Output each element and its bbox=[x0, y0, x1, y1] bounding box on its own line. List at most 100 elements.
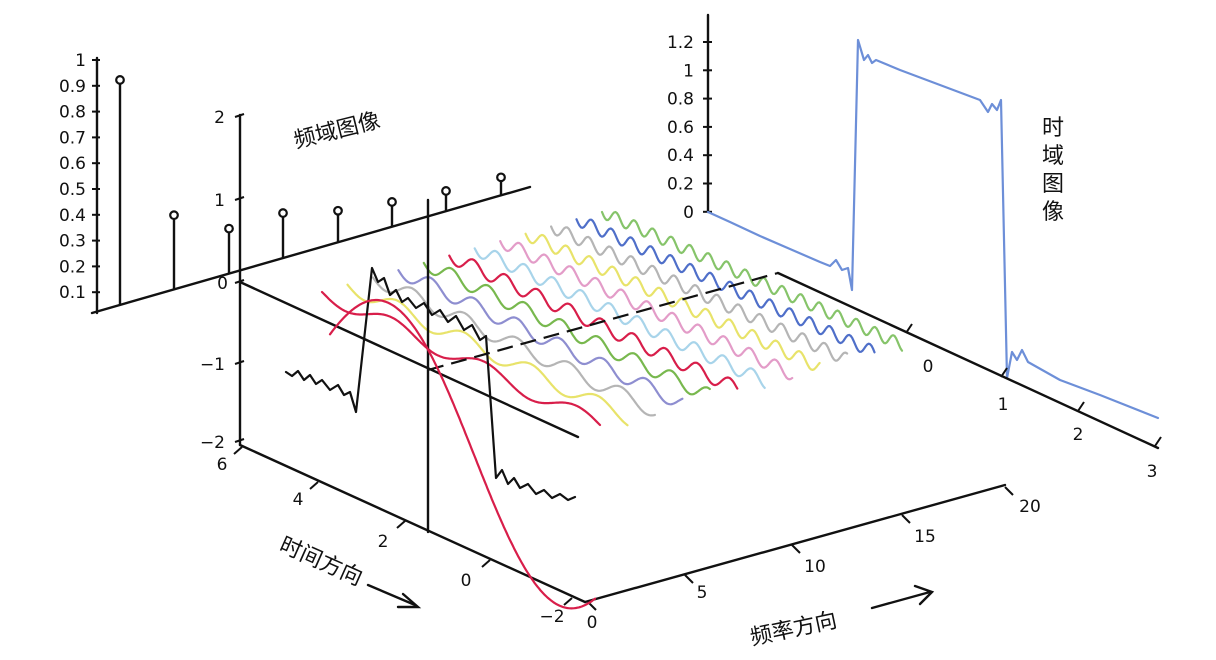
time-domain-square-wave bbox=[706, 38, 1160, 420]
amplitude-axis: 2 1 0 −1 −2 bbox=[200, 108, 245, 453]
left-tick-label: 0.1 bbox=[59, 283, 86, 303]
time-direction-label: 时间方向 bbox=[276, 533, 367, 592]
amplitude-tick-mark bbox=[234, 438, 245, 443]
time-image-char-1: 时 bbox=[1042, 116, 1064, 141]
time-tick-label: 2 bbox=[378, 532, 389, 552]
frequency-tick-mark bbox=[1004, 486, 1014, 496]
harmonic-sine-wave bbox=[524, 232, 821, 371]
zero-time-line bbox=[238, 280, 580, 439]
square-wave-approx bbox=[284, 266, 577, 502]
left-tick-label: 0.8 bbox=[59, 103, 86, 123]
depth-tick-label: 1 bbox=[998, 395, 1009, 415]
stem-baseline-axis bbox=[90, 185, 532, 315]
amplitude-tick-mark bbox=[234, 196, 245, 201]
time-image-char-3: 图 bbox=[1042, 172, 1064, 197]
amplitude-tick-label: 1 bbox=[214, 191, 225, 211]
time-direction-arrow-icon bbox=[366, 583, 422, 609]
fundamental-sine-wave bbox=[328, 298, 597, 610]
harmonic-sine-wave bbox=[448, 254, 739, 390]
time-image-title: 时 域 图 像 bbox=[1042, 116, 1064, 225]
frequency-ticks: 0 5 10 15 20 bbox=[587, 486, 1041, 633]
left-tick-label: 0.6 bbox=[59, 154, 86, 174]
time-tick-mark bbox=[481, 559, 491, 568]
depth-tick-label: 2 bbox=[1073, 425, 1084, 445]
time-tick-label: −2 bbox=[539, 607, 564, 627]
stem-marker bbox=[441, 186, 451, 196]
stem-marker bbox=[115, 75, 125, 85]
right-tick-label: 1 bbox=[683, 61, 694, 81]
time-tick-label: 4 bbox=[293, 490, 304, 510]
left-tick-label: 0.7 bbox=[59, 128, 86, 148]
time-tick-label: 6 bbox=[217, 455, 228, 475]
amplitude-tick-label: 0 bbox=[217, 274, 228, 294]
stem-lines bbox=[115, 75, 506, 305]
left-stem-plot: 1 0.9 0.8 0.7 0.6 0.5 0.4 0.3 0.2 0.1 bbox=[59, 51, 532, 315]
left-tick-label: 0.4 bbox=[59, 206, 86, 226]
harmonic-sine-wave bbox=[422, 261, 711, 396]
amplitude-tick-label: 2 bbox=[214, 108, 225, 128]
frequency-tick-mark bbox=[684, 574, 694, 584]
time-axis: 6 4 2 0 −2 bbox=[217, 443, 587, 627]
stem-marker bbox=[169, 210, 179, 221]
stem-marker bbox=[496, 172, 506, 183]
harmonic-sine-wave bbox=[320, 290, 602, 427]
freq-direction-arrow-icon bbox=[870, 584, 935, 610]
time-image-char-2: 域 bbox=[1042, 144, 1064, 169]
time-tick-mark bbox=[309, 481, 319, 490]
freq-image-title: 频域图像 bbox=[291, 108, 382, 154]
stem-marker bbox=[224, 223, 234, 234]
frequency-tick-label: 5 bbox=[697, 583, 708, 603]
harmonic-sine-wave bbox=[499, 240, 794, 381]
frequency-tick-mark bbox=[901, 514, 911, 524]
left-tick-label: 0.3 bbox=[59, 232, 86, 252]
right-tick-label: 0.2 bbox=[667, 175, 694, 195]
frequency-axis: 0 5 10 15 20 bbox=[583, 483, 1041, 633]
depth-tick-label: 0 bbox=[923, 357, 934, 377]
stem-marker bbox=[387, 197, 397, 207]
amplitude-tick-mark bbox=[234, 360, 245, 365]
frequency-tick-label: 15 bbox=[914, 527, 936, 547]
frequency-tick-mark bbox=[791, 544, 801, 554]
right-axis-ticks: 1.2 1 0.8 0.6 0.4 0.2 0 bbox=[667, 33, 712, 223]
frequency-tick-label: 0 bbox=[587, 613, 598, 633]
stem-marker bbox=[333, 205, 343, 216]
time-tick-label: 0 bbox=[461, 571, 472, 591]
time-ticks: 6 4 2 0 −2 bbox=[217, 446, 573, 627]
left-tick-label: 0.9 bbox=[59, 77, 86, 97]
time-tick-mark bbox=[396, 520, 406, 529]
harmonic-sine-wave bbox=[575, 218, 876, 354]
depth-axis-line bbox=[776, 271, 1160, 450]
right-tick-label: 0.6 bbox=[667, 118, 694, 138]
amplitude-tick-mark bbox=[234, 113, 245, 118]
right-tick-label: 1.2 bbox=[667, 33, 694, 53]
time-tick-mark bbox=[563, 597, 573, 606]
amplitude-tick-label: −1 bbox=[200, 355, 225, 375]
depth-tick-mark bbox=[1000, 367, 1008, 378]
time-axis-line bbox=[238, 443, 587, 604]
harmonic-sine-wave bbox=[600, 210, 904, 352]
depth-tick-mark bbox=[1077, 401, 1085, 412]
time-image-char-4: 像 bbox=[1042, 200, 1064, 225]
time-tick-mark bbox=[233, 446, 243, 455]
amplitude-ticks: 2 1 0 −1 −2 bbox=[200, 108, 245, 453]
left-tick-label: 0.5 bbox=[59, 180, 86, 200]
frequency-axis-line bbox=[583, 483, 1007, 604]
stem-marker bbox=[278, 208, 288, 218]
depth-tick-mark bbox=[905, 323, 913, 334]
left-tick-label: 1 bbox=[75, 51, 86, 71]
frequency-tick-label: 10 bbox=[804, 557, 826, 577]
frequency-sine-waves bbox=[320, 210, 904, 427]
left-tick-label: 0.2 bbox=[59, 257, 86, 277]
frequency-tick-label: 20 bbox=[1019, 497, 1041, 517]
right-tick-label: 0 bbox=[683, 203, 694, 223]
freq-direction-label: 频率方向 bbox=[748, 608, 839, 651]
depth-tick-label: 3 bbox=[1147, 462, 1158, 482]
time-domain-plot: 1.2 1 0.8 0.6 0.4 0.2 0 0 1 2 3 bbox=[667, 13, 1162, 482]
left-axis-ticks: 1 0.9 0.8 0.7 0.6 0.5 0.4 0.3 0.2 0.1 bbox=[59, 51, 100, 303]
right-tick-label: 0.4 bbox=[667, 146, 694, 166]
harmonic-sine-wave bbox=[550, 225, 849, 362]
amplitude-tick-label: −2 bbox=[200, 433, 225, 453]
depth-ticks: 0 1 2 3 bbox=[905, 323, 1162, 482]
